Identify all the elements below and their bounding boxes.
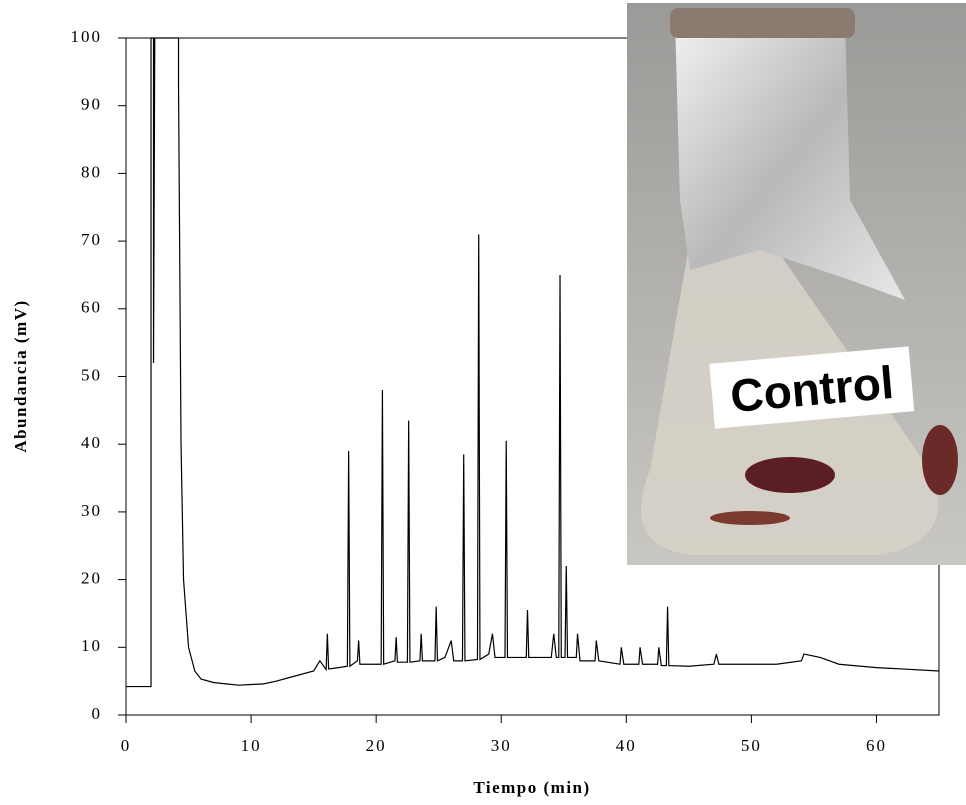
x-tick-label: 50 (741, 736, 762, 755)
y-tick-label: 80 (81, 162, 102, 181)
x-tick-label: 30 (491, 736, 512, 755)
y-tick-label: 90 (81, 95, 102, 114)
x-tick-label: 60 (866, 736, 887, 755)
sediment (710, 511, 790, 525)
label-box (709, 346, 915, 429)
inset-photo: Control (627, 3, 966, 565)
y-axis-title: Abundancia (mV) (11, 299, 30, 452)
flask-cap-top (670, 8, 855, 38)
x-tick-label: 10 (241, 736, 262, 755)
trace (126, 37, 940, 688)
y-tick-label: 0 (92, 704, 103, 723)
y-tick-label: 10 (81, 636, 102, 655)
y-tick-label: 60 (81, 298, 102, 317)
y-tick-label: 70 (81, 230, 102, 249)
sediment (745, 457, 835, 493)
y-tick-label: 20 (81, 569, 102, 588)
sediment (922, 425, 958, 495)
x-tick-label: 0 (121, 736, 132, 755)
y-tick-label: 30 (81, 501, 102, 520)
x-tick-label: 40 (616, 736, 637, 755)
y-tick-label: 100 (71, 27, 103, 46)
y-tick-label: 40 (81, 433, 102, 452)
y-tick-label: 50 (81, 365, 102, 384)
plot-area: 0 10 20 30 40 50 60 70 80 90 100 0 10 20 30 40 50 60 (71, 27, 940, 755)
foil-cap (675, 20, 905, 300)
x-axis-title: Tiempo (min) (473, 778, 590, 797)
x-tick-label: 20 (366, 736, 387, 755)
